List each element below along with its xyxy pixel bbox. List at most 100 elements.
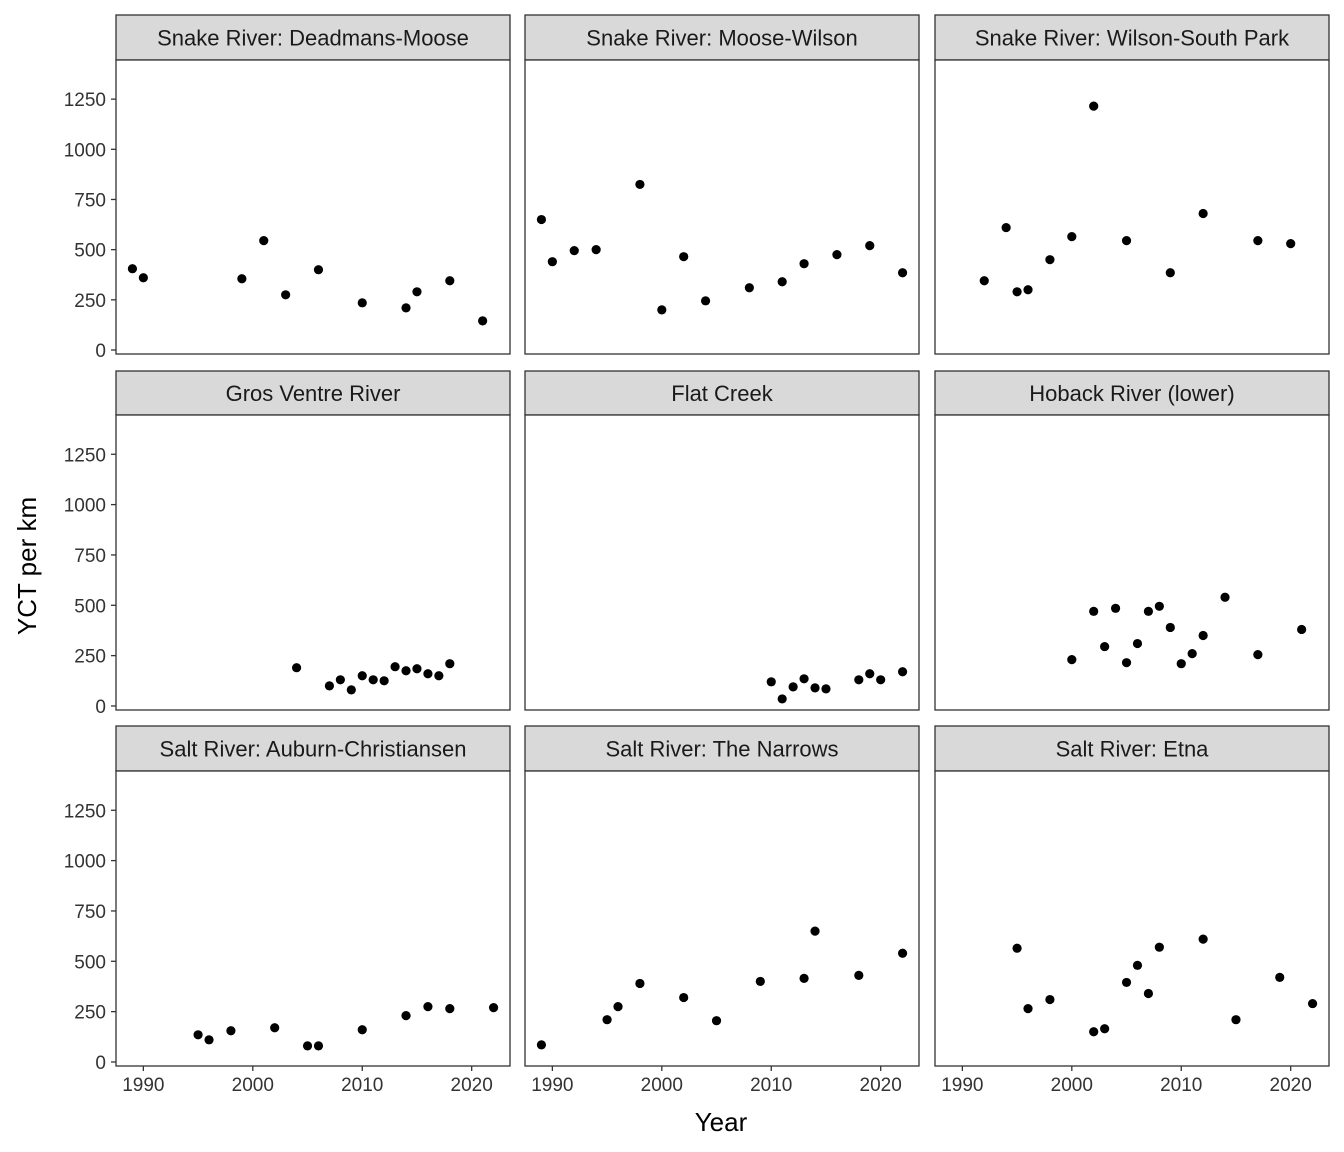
facet-panel: Salt River: The Narrows bbox=[524, 725, 920, 1067]
facet-panel: Snake River: Moose-Wilson bbox=[524, 14, 920, 355]
data-point bbox=[1198, 934, 1208, 944]
data-point bbox=[226, 1026, 236, 1036]
data-point bbox=[979, 276, 989, 286]
x-tick-label: 1990 bbox=[531, 1075, 573, 1096]
data-point bbox=[755, 976, 765, 987]
data-point bbox=[1132, 960, 1143, 970]
data-point bbox=[1089, 101, 1099, 111]
data-point bbox=[1220, 592, 1230, 602]
facet-title: Snake River: Moose-Wilson bbox=[586, 26, 857, 51]
data-point bbox=[434, 671, 444, 681]
x-tick-label: 2000 bbox=[232, 1075, 274, 1096]
data-point bbox=[1132, 638, 1143, 649]
facet-panel: Snake River: Deadmans-Moose bbox=[115, 14, 511, 355]
data-point bbox=[1154, 942, 1164, 952]
facet-title: Salt River: Auburn-Christiansen bbox=[160, 737, 467, 762]
data-point bbox=[357, 1025, 367, 1035]
data-point bbox=[1121, 236, 1132, 246]
data-point bbox=[1187, 649, 1197, 659]
data-point bbox=[1121, 977, 1132, 988]
data-point bbox=[1067, 655, 1077, 665]
facet-plot-area bbox=[115, 770, 511, 1067]
facet-strip bbox=[524, 370, 920, 416]
x-tick-label: 2000 bbox=[641, 1075, 683, 1096]
facet-title: Snake River: Wilson-South Park bbox=[975, 26, 1290, 51]
data-point bbox=[1100, 1024, 1110, 1034]
data-point bbox=[700, 296, 711, 306]
data-point bbox=[1198, 208, 1208, 219]
data-point bbox=[799, 674, 809, 684]
data-point bbox=[876, 675, 886, 685]
data-point bbox=[138, 273, 148, 283]
data-point bbox=[1154, 601, 1164, 611]
facet-plot-area bbox=[934, 414, 1330, 711]
data-point bbox=[657, 305, 667, 315]
facet-strip bbox=[115, 370, 511, 416]
data-point bbox=[1165, 268, 1175, 278]
data-point bbox=[368, 675, 378, 685]
data-point bbox=[335, 675, 345, 685]
data-point bbox=[766, 677, 776, 687]
data-point bbox=[379, 676, 389, 686]
facet-plot-area bbox=[524, 414, 920, 711]
data-point bbox=[1165, 622, 1175, 633]
x-tick-label: 2010 bbox=[750, 1075, 792, 1096]
facet-title: Snake River: Deadmans-Moose bbox=[157, 26, 469, 51]
data-point bbox=[635, 179, 645, 190]
data-point bbox=[788, 682, 798, 692]
data-point bbox=[1089, 1027, 1099, 1037]
data-point bbox=[412, 287, 422, 297]
x-axis-title: Year bbox=[695, 1107, 748, 1137]
facet-plot-area bbox=[524, 770, 920, 1067]
data-point bbox=[1253, 236, 1263, 246]
data-point bbox=[237, 274, 247, 284]
data-point bbox=[1089, 606, 1099, 616]
data-point bbox=[445, 1004, 455, 1014]
data-point bbox=[401, 1011, 411, 1021]
x-tick-label: 2020 bbox=[860, 1075, 902, 1096]
facet-strip bbox=[115, 14, 511, 61]
data-point bbox=[1001, 222, 1011, 233]
data-point bbox=[1297, 624, 1307, 635]
data-point bbox=[810, 683, 820, 693]
facet-panel: Salt River: Auburn-Christiansen bbox=[115, 725, 511, 1067]
y-tick-label: 250 bbox=[74, 291, 106, 312]
data-point bbox=[547, 257, 557, 267]
data-point bbox=[1253, 650, 1263, 660]
facet-plot-area bbox=[524, 59, 920, 355]
data-point bbox=[357, 671, 367, 681]
y-tick-label: 0 bbox=[95, 341, 106, 362]
facet-panel: Salt River: Etna bbox=[934, 725, 1330, 1067]
data-point bbox=[1100, 641, 1110, 652]
x-tick-label: 2010 bbox=[341, 1075, 383, 1096]
x-tick-label: 2020 bbox=[1270, 1075, 1312, 1096]
data-point bbox=[897, 667, 908, 677]
data-point bbox=[412, 664, 422, 674]
y-tick-label: 0 bbox=[95, 697, 106, 718]
data-point bbox=[1045, 994, 1055, 1005]
x-tick-label: 1990 bbox=[941, 1075, 983, 1096]
data-point bbox=[1143, 606, 1154, 616]
data-point bbox=[204, 1035, 214, 1045]
y-tick-label: 1250 bbox=[64, 90, 106, 111]
facet-title: Salt River: The Narrows bbox=[605, 737, 838, 762]
y-tick-label: 1000 bbox=[64, 852, 106, 873]
data-point bbox=[302, 1041, 313, 1051]
data-point bbox=[127, 264, 138, 274]
facet-panels: Snake River: Deadmans-Moose Snake River: … bbox=[115, 14, 1330, 1067]
facet-strip bbox=[934, 725, 1330, 772]
data-point bbox=[613, 1002, 623, 1012]
data-point bbox=[445, 659, 455, 669]
y-tick-label: 500 bbox=[74, 952, 106, 973]
y-tick-label: 750 bbox=[74, 902, 106, 923]
data-point bbox=[799, 259, 809, 269]
data-point bbox=[679, 252, 689, 262]
x-tick-label: 2010 bbox=[1160, 1075, 1202, 1096]
data-point bbox=[1121, 658, 1132, 668]
data-point bbox=[602, 1015, 612, 1025]
y-tick-label: 1000 bbox=[64, 140, 106, 161]
data-point bbox=[1012, 943, 1022, 953]
data-point bbox=[445, 276, 455, 286]
y-tick-label: 1000 bbox=[64, 496, 106, 517]
facet-strip bbox=[934, 14, 1330, 61]
